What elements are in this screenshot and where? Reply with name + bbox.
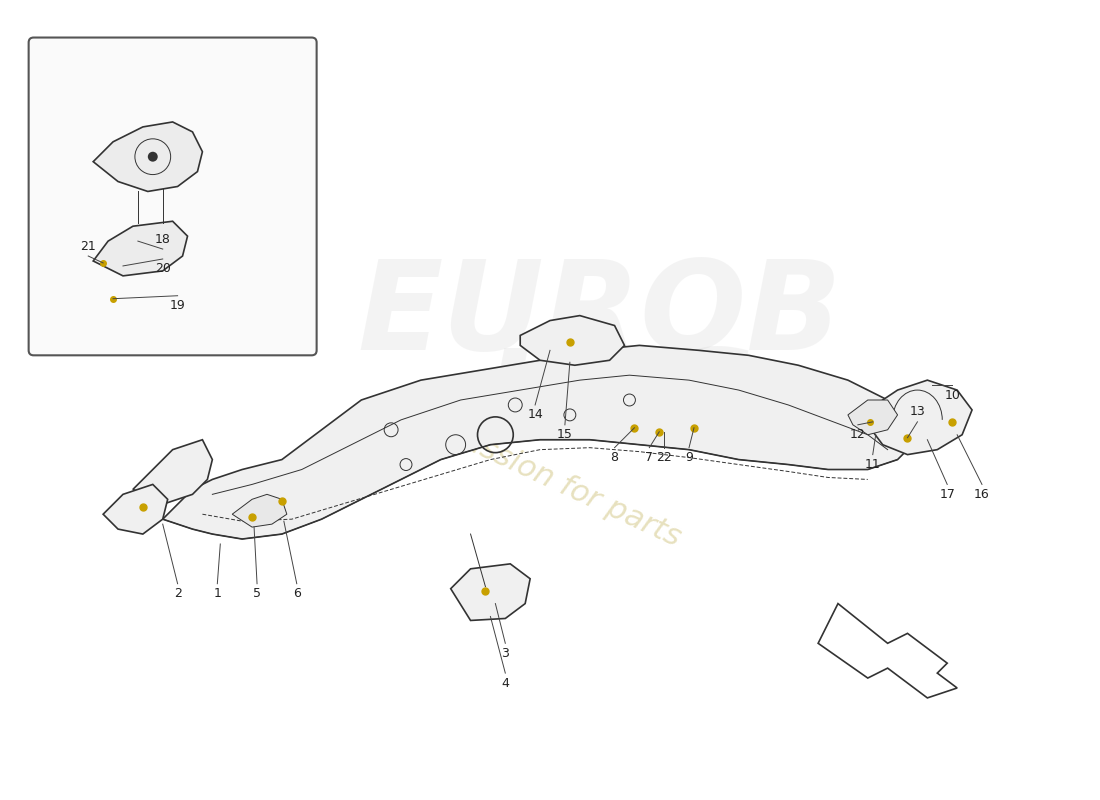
Text: 3: 3 bbox=[502, 646, 509, 660]
Polygon shape bbox=[848, 400, 898, 434]
Text: 5: 5 bbox=[253, 587, 261, 600]
Text: 14: 14 bbox=[527, 408, 543, 422]
Text: 15: 15 bbox=[557, 428, 573, 442]
Text: 17: 17 bbox=[939, 488, 955, 501]
Text: 16: 16 bbox=[975, 488, 990, 501]
Text: 2: 2 bbox=[174, 587, 182, 600]
Text: 11: 11 bbox=[865, 458, 881, 471]
Text: 7: 7 bbox=[646, 451, 653, 464]
Polygon shape bbox=[94, 222, 187, 276]
Text: KES: KES bbox=[483, 345, 756, 466]
Text: 4: 4 bbox=[502, 677, 509, 690]
Text: 9: 9 bbox=[685, 451, 693, 464]
Text: 19: 19 bbox=[169, 299, 186, 312]
Text: 8: 8 bbox=[610, 451, 618, 464]
Polygon shape bbox=[451, 564, 530, 621]
FancyBboxPatch shape bbox=[29, 38, 317, 355]
Text: 21: 21 bbox=[80, 239, 96, 253]
Text: 20: 20 bbox=[155, 262, 170, 275]
Text: 18: 18 bbox=[155, 233, 170, 246]
Polygon shape bbox=[868, 380, 972, 454]
Text: 10: 10 bbox=[944, 389, 960, 402]
Circle shape bbox=[147, 152, 157, 162]
Polygon shape bbox=[232, 494, 287, 527]
Text: 13: 13 bbox=[910, 406, 925, 418]
Text: 1: 1 bbox=[213, 587, 221, 600]
Text: since 1985: since 1985 bbox=[725, 430, 833, 458]
Polygon shape bbox=[133, 440, 212, 504]
Polygon shape bbox=[520, 315, 625, 366]
Text: 6: 6 bbox=[293, 587, 300, 600]
Polygon shape bbox=[163, 346, 917, 539]
Polygon shape bbox=[103, 485, 167, 534]
Text: 22: 22 bbox=[657, 451, 672, 464]
Text: 12: 12 bbox=[850, 428, 866, 442]
Text: a passion for parts: a passion for parts bbox=[415, 406, 685, 553]
Polygon shape bbox=[94, 122, 202, 191]
Text: EUROB: EUROB bbox=[358, 255, 842, 376]
